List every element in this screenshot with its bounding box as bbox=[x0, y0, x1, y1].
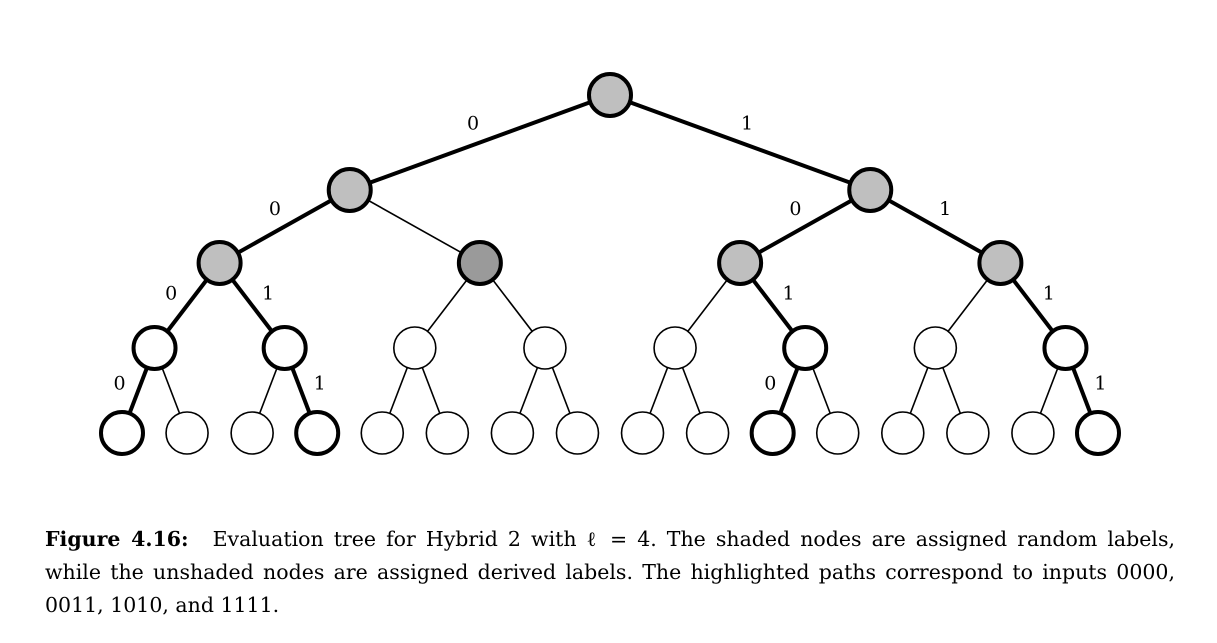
tree-node-101 bbox=[782, 325, 829, 371]
tree-node-0011 bbox=[294, 410, 341, 456]
tree-node-1 bbox=[847, 167, 894, 213]
tree-node-111 bbox=[1042, 325, 1089, 371]
tree-nodes bbox=[99, 72, 1121, 456]
edge-0-to-00-highlighted bbox=[218, 188, 351, 265]
figure-caption: Figure 4.16: Evaluation tree for Hybrid 2… bbox=[45, 523, 1175, 622]
edge-label-1111: 1 bbox=[1094, 372, 1106, 394]
edge-label-111: 1 bbox=[1043, 282, 1055, 304]
edge-1-to-10-highlighted bbox=[739, 188, 872, 265]
edge-label-10: 0 bbox=[789, 198, 801, 220]
edge-label-000: 0 bbox=[165, 282, 177, 304]
edge-label-0011: 1 bbox=[314, 372, 326, 394]
edge-label-0000: 0 bbox=[114, 372, 126, 394]
edge-1-to-11-highlighted bbox=[869, 188, 1002, 265]
figure-caption-text: Evaluation tree for Hybrid 2 with ℓ = 4.… bbox=[45, 527, 1175, 617]
edge-label-00: 0 bbox=[269, 198, 281, 220]
edge-0-to-01 bbox=[349, 189, 481, 264]
tree-node-1011 bbox=[815, 411, 860, 455]
tree-node-root bbox=[587, 72, 633, 118]
tree-node-10 bbox=[717, 240, 764, 286]
edge-label-001: 1 bbox=[262, 282, 274, 304]
edge-label-11: 1 bbox=[939, 198, 951, 220]
tree-node-000 bbox=[131, 325, 178, 371]
evaluation-tree-diagram: 0 1 0 0 1 0 1 1 1 0 1 0 1 bbox=[99, 72, 1121, 456]
tree-node-0110 bbox=[490, 411, 535, 455]
tree-node-0101 bbox=[425, 411, 470, 455]
tree-node-1000 bbox=[620, 411, 665, 455]
tree-node-1110 bbox=[1011, 411, 1055, 455]
tree-node-110 bbox=[913, 326, 958, 370]
tree-node-0010 bbox=[230, 411, 274, 455]
tree-node-1111 bbox=[1075, 410, 1121, 456]
edge-label-101: 1 bbox=[783, 282, 795, 304]
tree-node-1101 bbox=[946, 411, 990, 455]
tree-edges bbox=[120, 93, 1100, 434]
tree-node-0 bbox=[326, 167, 373, 213]
tree-node-1010 bbox=[749, 410, 796, 456]
edge-label-0: 0 bbox=[467, 113, 479, 135]
tree-node-1100 bbox=[880, 411, 925, 455]
edge-root-to-0-highlighted bbox=[349, 93, 611, 192]
tree-node-00 bbox=[196, 240, 243, 286]
tree-edge-labels: 0 1 0 0 1 0 1 1 1 0 1 0 1 bbox=[114, 113, 1107, 395]
tree-node-11 bbox=[977, 240, 1024, 286]
tree-node-01 bbox=[456, 240, 503, 286]
tree-node-001 bbox=[261, 325, 308, 371]
figure-label: Figure 4.16: bbox=[45, 527, 189, 551]
tree-node-100 bbox=[653, 326, 697, 370]
tree-node-0001 bbox=[165, 411, 209, 455]
tree-node-0000 bbox=[99, 410, 145, 456]
tree-node-010 bbox=[392, 326, 437, 370]
edge-label-1010: 0 bbox=[764, 372, 776, 394]
tree-node-011 bbox=[523, 326, 567, 370]
tree-node-1001 bbox=[685, 411, 730, 455]
tree-node-0100 bbox=[360, 411, 405, 455]
tree-node-0111 bbox=[555, 411, 600, 455]
edge-root-to-1-highlighted bbox=[609, 93, 871, 192]
edge-label-1: 1 bbox=[741, 113, 753, 135]
